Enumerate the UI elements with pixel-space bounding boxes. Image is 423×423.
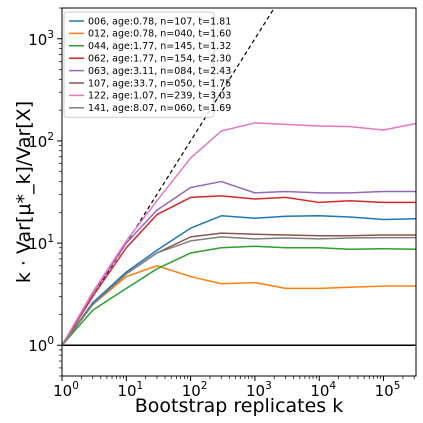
legend: 006, age:0.78, n=107, t=1.81 012, age:0.7… bbox=[63, 11, 231, 118]
legend-entry: 122, age:1.07, n=239, t=3.03 bbox=[88, 91, 231, 102]
y-tick-label: 103 bbox=[28, 29, 54, 49]
series-layer bbox=[62, 8, 416, 346]
x-tick-label: 101 bbox=[117, 380, 143, 400]
y-tick-label: 101 bbox=[28, 233, 54, 253]
y-axis-title: k · Var[μ*_k]/Var[X] bbox=[13, 101, 35, 283]
series-line-3 bbox=[62, 245, 416, 346]
series-line-4 bbox=[62, 195, 416, 346]
x-axis-title: Bootstrap replicates k bbox=[135, 395, 344, 417]
legend-entry: 044, age:1.77, n=145, t=1.32 bbox=[88, 41, 231, 52]
y-tick-label: 100 bbox=[28, 335, 54, 355]
x-tick-label: 105 bbox=[375, 380, 401, 400]
legend-entry: 012, age:0.78, n=040, t=1.60 bbox=[88, 29, 231, 40]
series-line-5 bbox=[62, 180, 416, 346]
series-line-7 bbox=[62, 122, 416, 346]
x-tick-label: 104 bbox=[310, 380, 336, 400]
legend-entry: 062, age:1.77, n=154, t=2.30 bbox=[88, 54, 231, 65]
plot-frame bbox=[61, 7, 417, 377]
series-line-8 bbox=[62, 236, 416, 346]
x-tick-label: 102 bbox=[182, 380, 208, 400]
legend-entry: 006, age:0.78, n=107, t=1.81 bbox=[88, 16, 231, 27]
x-tick-label: 100 bbox=[53, 380, 79, 400]
series-line-6 bbox=[62, 232, 416, 346]
x-tick-label: 103 bbox=[246, 380, 272, 400]
legend-box bbox=[63, 11, 215, 118]
legend-entry: 063, age:3.11, n=084, t=2.43 bbox=[88, 66, 231, 77]
y-tick-label: 102 bbox=[28, 131, 54, 151]
legend-entry: 107, age:33.7, n=050, t=1.75 bbox=[88, 78, 231, 89]
legend-entry: 141, age:8.07, n=060, t=1.69 bbox=[88, 103, 231, 114]
axis-ticks: 100 101 102 103 104 105 100 101 102 103 bbox=[28, 7, 415, 400]
series-line-2 bbox=[62, 265, 416, 346]
series-line-1 bbox=[62, 215, 416, 346]
